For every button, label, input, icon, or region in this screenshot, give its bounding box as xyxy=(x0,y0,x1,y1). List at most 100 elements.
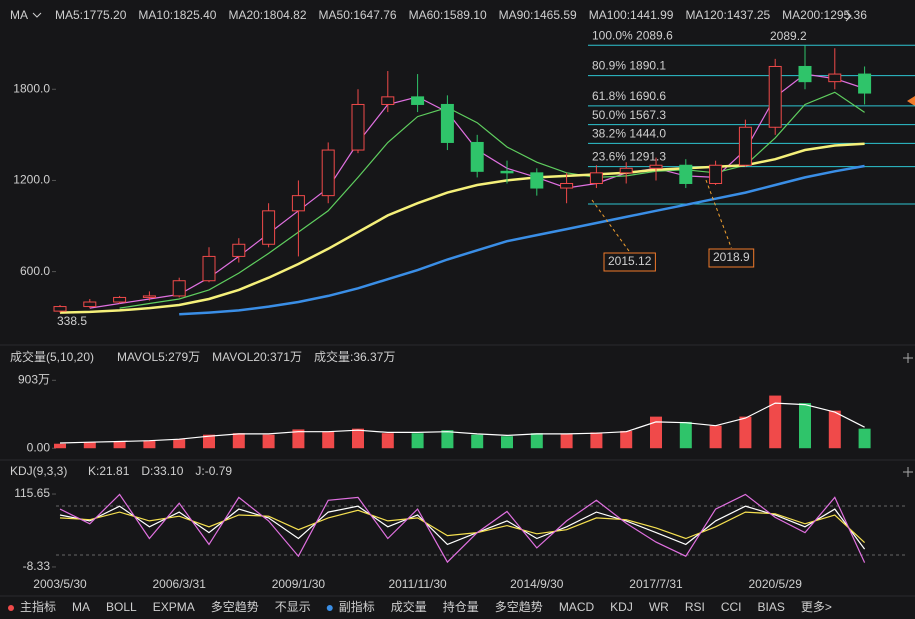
toolbar-dot xyxy=(326,605,333,611)
legend-item: MA90:1465.59 xyxy=(499,8,577,22)
candle-body xyxy=(321,149,335,197)
kdj-line xyxy=(59,505,866,550)
x-tick-label: 2017/7/31 xyxy=(629,577,683,591)
toolbar-item[interactable]: MACD xyxy=(559,600,595,614)
toolbar-item[interactable]: 多空趋势 xyxy=(495,600,543,614)
volume-bar xyxy=(560,433,573,449)
next-arrow[interactable] xyxy=(845,10,852,22)
legend-item: 成交量:36.37万 xyxy=(314,349,395,364)
volume-bar xyxy=(381,433,394,449)
y-tick-label: -8.33 xyxy=(23,559,51,573)
toolbar-item[interactable]: 更多> xyxy=(801,600,832,614)
toolbar-item[interactable]: 副指标 xyxy=(339,599,375,614)
fib-label: 50.0% 1567.3 xyxy=(592,108,666,122)
annotation-leader xyxy=(705,179,732,249)
mavol-line xyxy=(59,402,865,444)
volume-bar xyxy=(352,428,364,449)
toolbar-item[interactable]: WR xyxy=(649,600,669,614)
volume-bar xyxy=(709,425,722,449)
y-tick-label: 115.65 xyxy=(14,486,50,500)
indicator-name[interactable]: MA xyxy=(10,8,28,22)
volume-bar xyxy=(173,439,186,449)
toolbar-item[interactable]: 多空趋势 xyxy=(211,600,259,614)
panel-title: KDJ(9,3,3) xyxy=(10,464,67,478)
x-tick-label: 2014/9/30 xyxy=(510,577,564,591)
volume-bar xyxy=(292,429,305,449)
legend-item: MA120:1437.25 xyxy=(685,8,770,22)
candle-body xyxy=(649,164,663,169)
x-tick-label: 2020/5/29 xyxy=(749,577,803,591)
legend-item: MA20:1804.82 xyxy=(228,8,306,22)
volume-bar xyxy=(739,416,752,449)
legend-item: MAVOL5:279万 xyxy=(117,350,200,364)
legend-item: MA10:1825.40 xyxy=(138,8,216,22)
fib-label: 38.2% 1444.0 xyxy=(592,127,666,141)
y-tick-label: 1800.0 xyxy=(13,81,50,95)
x-tick-label: 2006/3/31 xyxy=(153,577,207,591)
kdj-line xyxy=(59,493,866,564)
dropdown-arrow[interactable] xyxy=(32,12,42,18)
ma-line xyxy=(59,142,865,314)
volume-bar xyxy=(828,410,841,449)
annotation: 338.5 xyxy=(57,314,87,328)
add-icons[interactable] xyxy=(903,353,913,477)
annotation-box xyxy=(708,248,755,268)
toolbar-item[interactable]: 持仓量 xyxy=(443,599,479,614)
panel-title: 成交量(5,10,20) xyxy=(10,349,94,364)
annotation: 2015.12 xyxy=(608,254,652,268)
annotation-leader xyxy=(591,199,631,253)
toolbar-item[interactable]: KDJ xyxy=(610,600,633,614)
candle-body xyxy=(262,210,276,245)
fib-label: 100.0% 2089.6 xyxy=(592,28,673,42)
legend-item: K:21.81 xyxy=(88,464,130,478)
toolbar-item[interactable]: EXPMA xyxy=(153,600,195,614)
volume-bar xyxy=(471,434,484,449)
volume-bar xyxy=(203,434,215,449)
toolbar-item[interactable]: 不显示 xyxy=(275,600,311,614)
toolbar-item[interactable]: CCI xyxy=(721,600,742,614)
volume-bar xyxy=(83,442,96,449)
toolbar-dot xyxy=(8,605,14,611)
candle-body xyxy=(411,96,425,105)
price-marker xyxy=(907,96,915,106)
candle-body xyxy=(560,182,574,189)
y-tick-label: 0.00 xyxy=(27,440,51,454)
volume-bar xyxy=(441,430,454,449)
candle-body xyxy=(440,103,454,143)
toolbar-item[interactable]: 成交量 xyxy=(391,599,427,614)
legend-item: MAVOL20:371万 xyxy=(212,350,302,364)
candle-body xyxy=(351,103,365,151)
candle-body xyxy=(709,164,723,184)
annotation-box xyxy=(603,252,656,272)
candle-body xyxy=(500,170,514,174)
legend-item: D:33.10 xyxy=(141,464,183,478)
volume-bar xyxy=(322,431,335,449)
ma-line xyxy=(179,164,865,316)
candle-body xyxy=(858,73,872,94)
candle-body xyxy=(828,73,842,83)
volume-bar xyxy=(769,395,782,449)
candle-body xyxy=(202,255,216,282)
candle-body xyxy=(619,167,633,174)
toolbar-item[interactable]: 主指标 xyxy=(20,599,56,614)
y-tick-label: 1200.0 xyxy=(13,173,50,187)
candle-body xyxy=(53,306,67,312)
fib-label: 61.8% 1690.6 xyxy=(592,89,666,103)
volume-bar xyxy=(799,403,811,449)
fib-label: 80.9% 1890.1 xyxy=(592,59,666,73)
volume-bar xyxy=(858,428,871,449)
y-tick-label: 903万 xyxy=(18,372,50,386)
volume-bar xyxy=(143,440,156,449)
candle-body xyxy=(232,243,246,257)
candle-body xyxy=(679,164,693,184)
volume-bar xyxy=(411,433,424,449)
toolbar-item[interactable]: BOLL xyxy=(106,600,137,614)
toolbar-item[interactable]: MA xyxy=(72,600,90,614)
candle-body xyxy=(738,126,752,166)
candle-body xyxy=(142,295,156,298)
x-tick-label: 2009/1/30 xyxy=(272,577,326,591)
toolbar-item[interactable]: RSI xyxy=(685,600,705,614)
candle-body xyxy=(589,172,603,184)
toolbar-item[interactable]: BIAS xyxy=(758,600,785,614)
